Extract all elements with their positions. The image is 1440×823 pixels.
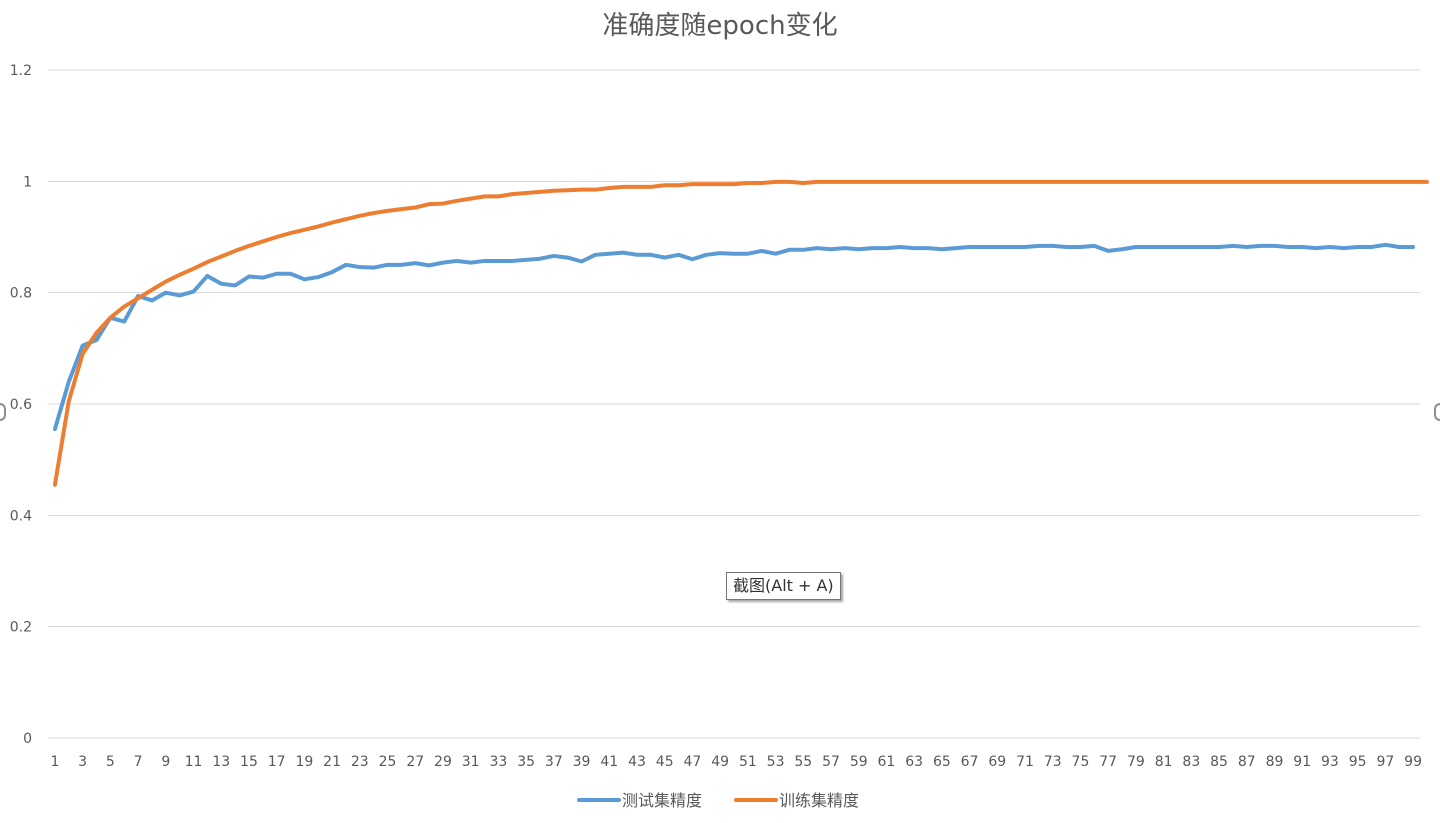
chart-title: 准确度随epoch变化 (602, 11, 837, 41)
x-tick-label: 41 (600, 754, 618, 770)
x-tick-label: 25 (379, 754, 397, 770)
x-tick-label: 51 (739, 754, 757, 770)
y-tick-label: 0 (23, 731, 32, 747)
x-tick-label: 91 (1293, 754, 1311, 770)
x-tick-label: 27 (406, 754, 424, 770)
x-tick-label: 33 (489, 754, 507, 770)
x-tick-label: 77 (1099, 754, 1117, 770)
series-lines (52, 179, 1429, 487)
x-tick-label: 95 (1349, 754, 1367, 770)
y-tick-label: 0.4 (10, 508, 32, 524)
x-tick-label: 49 (711, 754, 729, 770)
x-tick-label: 47 (684, 754, 702, 770)
x-tick-label: 79 (1127, 754, 1145, 770)
series-line-1 (52, 179, 1429, 487)
legend-label-1: 训练集精度 (779, 791, 859, 810)
chart-resize-handle-right[interactable] (1434, 403, 1440, 421)
x-tick-label: 67 (961, 754, 979, 770)
x-tick-label: 35 (517, 754, 535, 770)
series-line-0 (52, 242, 1416, 432)
x-tick-label: 39 (573, 754, 591, 770)
x-tick-label: 1 (50, 754, 59, 770)
grid-lines (48, 69, 1420, 739)
x-tick-label: 43 (628, 754, 646, 770)
x-tick-label: 5 (106, 754, 115, 770)
x-tick-label: 15 (240, 754, 258, 770)
legend: 测试集精度 训练集精度 (577, 791, 859, 810)
screenshot-tooltip: 截图(Alt + A) (726, 572, 841, 600)
x-tick-label: 3 (78, 754, 87, 770)
x-tick-label: 31 (462, 754, 480, 770)
x-tick-label: 73 (1044, 754, 1062, 770)
x-tick-label: 57 (822, 754, 840, 770)
x-tick-label: 19 (295, 754, 313, 770)
x-tick-label: 59 (850, 754, 868, 770)
x-tick-label: 55 (794, 754, 812, 770)
x-tick-label: 99 (1404, 754, 1422, 770)
y-tick-label: 0.8 (10, 286, 32, 302)
chart-resize-handle-left[interactable] (0, 403, 6, 421)
x-tick-label: 13 (212, 754, 230, 770)
x-tick-label: 83 (1182, 754, 1200, 770)
y-tick-label: 0.6 (10, 397, 32, 413)
y-tick-label: 1 (23, 174, 32, 190)
x-tick-label: 9 (161, 754, 170, 770)
x-tick-label: 93 (1321, 754, 1339, 770)
y-tick-label: 0.2 (10, 620, 32, 636)
x-tick-label: 45 (656, 754, 674, 770)
x-tick-label: 61 (878, 754, 896, 770)
y-tick-label: 1.2 (10, 63, 32, 79)
x-tick-label: 53 (767, 754, 785, 770)
x-tick-label: 63 (905, 754, 923, 770)
x-tick-label: 97 (1376, 754, 1394, 770)
x-tick-label: 65 (933, 754, 951, 770)
x-axis-tick-labels: 1 3 5 7 9 11 13 15 17 19 21 23 25 27 29 31 33 35 37 39 41 43 4… (50, 754, 1422, 770)
x-tick-label: 7 (134, 754, 143, 770)
x-tick-label: 75 (1072, 754, 1090, 770)
x-tick-label: 87 (1238, 754, 1256, 770)
y-axis-tick-labels: 0 0.2 0.4 0.6 0.8 1 1.2 (10, 63, 32, 747)
x-tick-label: 85 (1210, 754, 1228, 770)
x-tick-label: 89 (1266, 754, 1284, 770)
x-tick-label: 23 (351, 754, 369, 770)
x-tick-label: 37 (545, 754, 563, 770)
legend-label-0: 测试集精度 (622, 791, 702, 810)
x-tick-label: 69 (988, 754, 1006, 770)
x-tick-label: 17 (268, 754, 286, 770)
x-tick-label: 71 (1016, 754, 1034, 770)
x-tick-label: 29 (434, 754, 452, 770)
x-tick-label: 21 (323, 754, 341, 770)
x-tick-label: 81 (1155, 754, 1173, 770)
x-tick-label: 11 (185, 754, 203, 770)
